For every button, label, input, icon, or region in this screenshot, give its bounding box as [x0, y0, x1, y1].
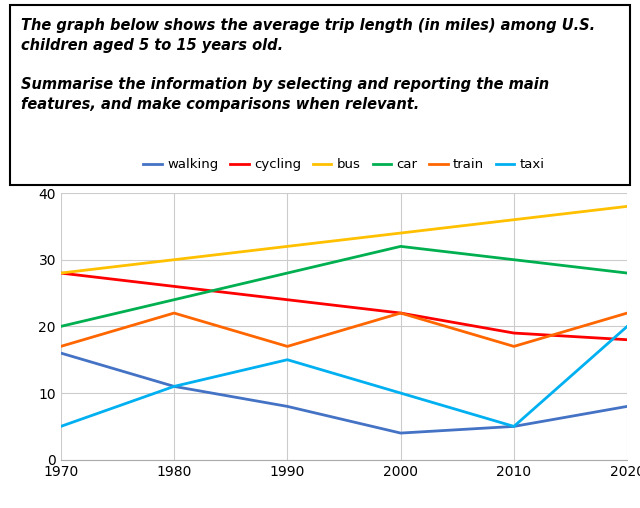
- Text: The graph below shows the average trip length (in miles) among U.S.
children age: The graph below shows the average trip l…: [20, 18, 595, 112]
- FancyBboxPatch shape: [10, 5, 630, 185]
- Legend: walking, cycling, bus, car, train, taxi: walking, cycling, bus, car, train, taxi: [143, 158, 545, 171]
